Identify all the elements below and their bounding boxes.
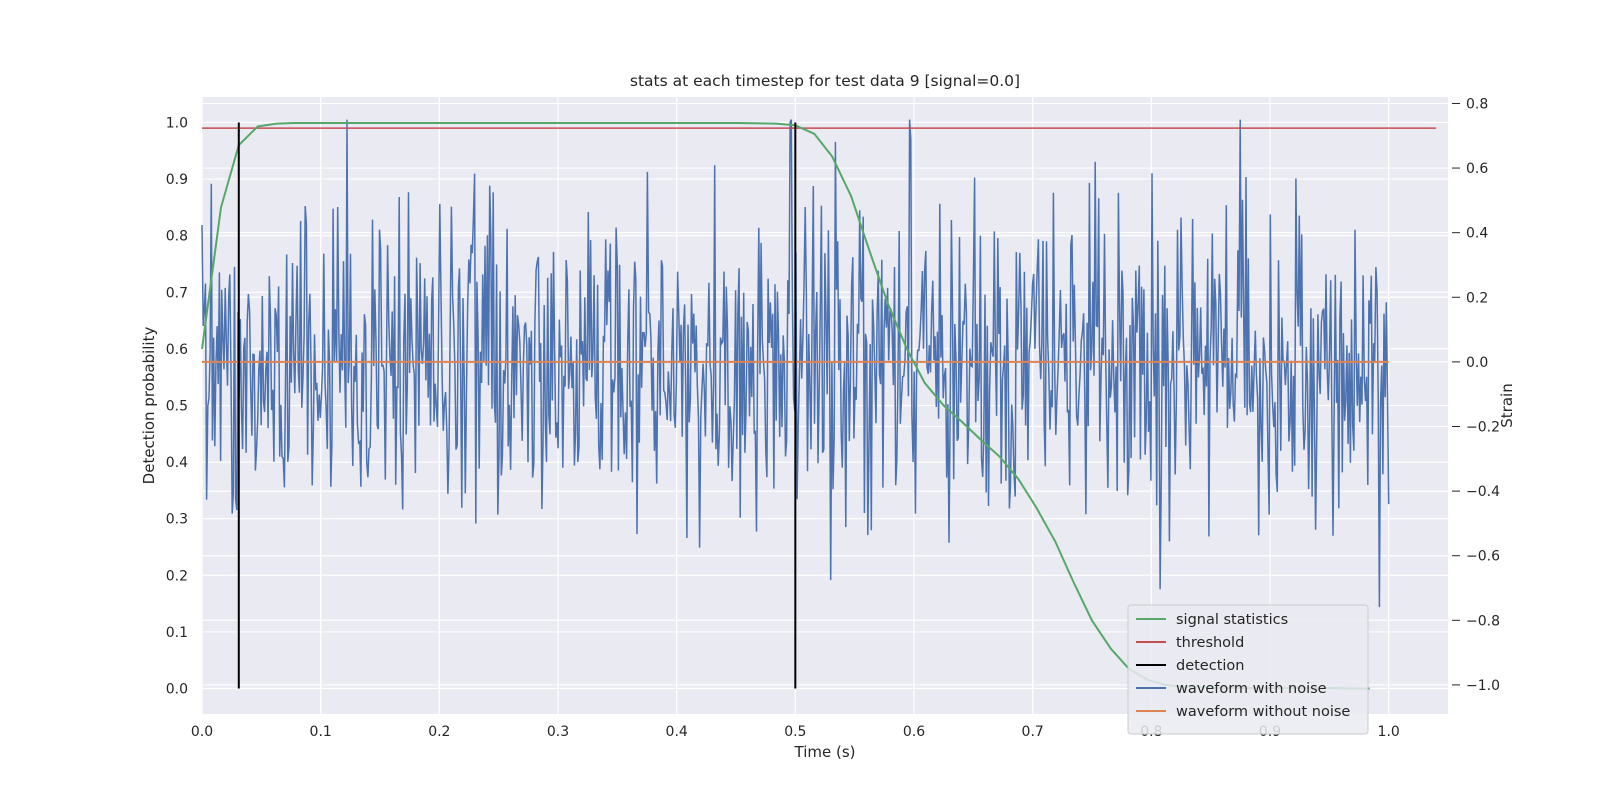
chart-title: stats at each timestep for test data 9 [… xyxy=(630,72,1020,90)
y-axis-right-label: Strain xyxy=(1498,383,1516,427)
x-tick-label: 0.7 xyxy=(1022,724,1044,740)
y-left-tick-label: 0.5 xyxy=(166,399,188,415)
x-tick-label: 0.1 xyxy=(310,724,332,740)
y-right-tick-label: 0.0 xyxy=(1466,355,1488,371)
x-tick-label: 0.3 xyxy=(547,724,569,740)
y-left-tick-label: 0.7 xyxy=(166,285,188,301)
legend-entry-label: threshold xyxy=(1176,635,1244,651)
legend: signal statistics threshold detection wavef… xyxy=(1127,604,1369,735)
y-right-tick-label: −1.0 xyxy=(1466,678,1500,694)
y-right-tick-label: −0.4 xyxy=(1466,484,1500,500)
y-right-tick-label: 0.8 xyxy=(1466,96,1488,112)
y-right-tick-label: −0.6 xyxy=(1466,549,1500,565)
legend-entry-label: waveform without noise xyxy=(1176,704,1350,720)
x-tick-label: 1.0 xyxy=(1378,724,1400,740)
y-right-tick-label: 0.2 xyxy=(1466,290,1488,306)
x-tick-label: 0.4 xyxy=(666,724,688,740)
x-tick-label: 0.5 xyxy=(784,724,806,740)
y-left-tick-label: 0.6 xyxy=(166,342,188,358)
y-left-tick-label: 0.1 xyxy=(166,625,188,641)
y-axis-left-label: Detection probability xyxy=(140,327,158,485)
x-tick-label: 0.6 xyxy=(903,724,925,740)
y-right-tick-label: −0.8 xyxy=(1466,613,1500,629)
legend-entry-label: detection xyxy=(1176,658,1244,674)
x-axis-label: Time (s) xyxy=(794,743,856,761)
y-left-tick-label: 1.0 xyxy=(166,115,188,131)
legend-entry-label: waveform with noise xyxy=(1176,681,1327,697)
legend-box xyxy=(1127,604,1369,735)
legend-entry-label: signal statistics xyxy=(1176,612,1288,628)
y-left-tick-label: 0.3 xyxy=(166,512,188,528)
x-tick-label: 0.0 xyxy=(191,724,213,740)
y-left-tick-label: 0.2 xyxy=(166,568,188,584)
y-right-tick-label: −0.2 xyxy=(1466,419,1500,435)
x-tick-label: 0.2 xyxy=(428,724,450,740)
y-left-tick-label: 0.9 xyxy=(166,172,188,188)
y-left-tick-label: 0.8 xyxy=(166,229,188,245)
y-left-tick-label: 0.4 xyxy=(166,455,188,471)
y-right-tick-label: 0.4 xyxy=(1466,226,1488,242)
y-left-tick-label: 0.0 xyxy=(166,682,188,698)
y-right-tick-label: 0.6 xyxy=(1466,161,1488,177)
tick-labels: 0.0 0.1 0.2 0.3 0.4 0.5 0.6 0.7 0.8 0.9 1.0 0.0 0.1 0… xyxy=(166,96,1500,740)
